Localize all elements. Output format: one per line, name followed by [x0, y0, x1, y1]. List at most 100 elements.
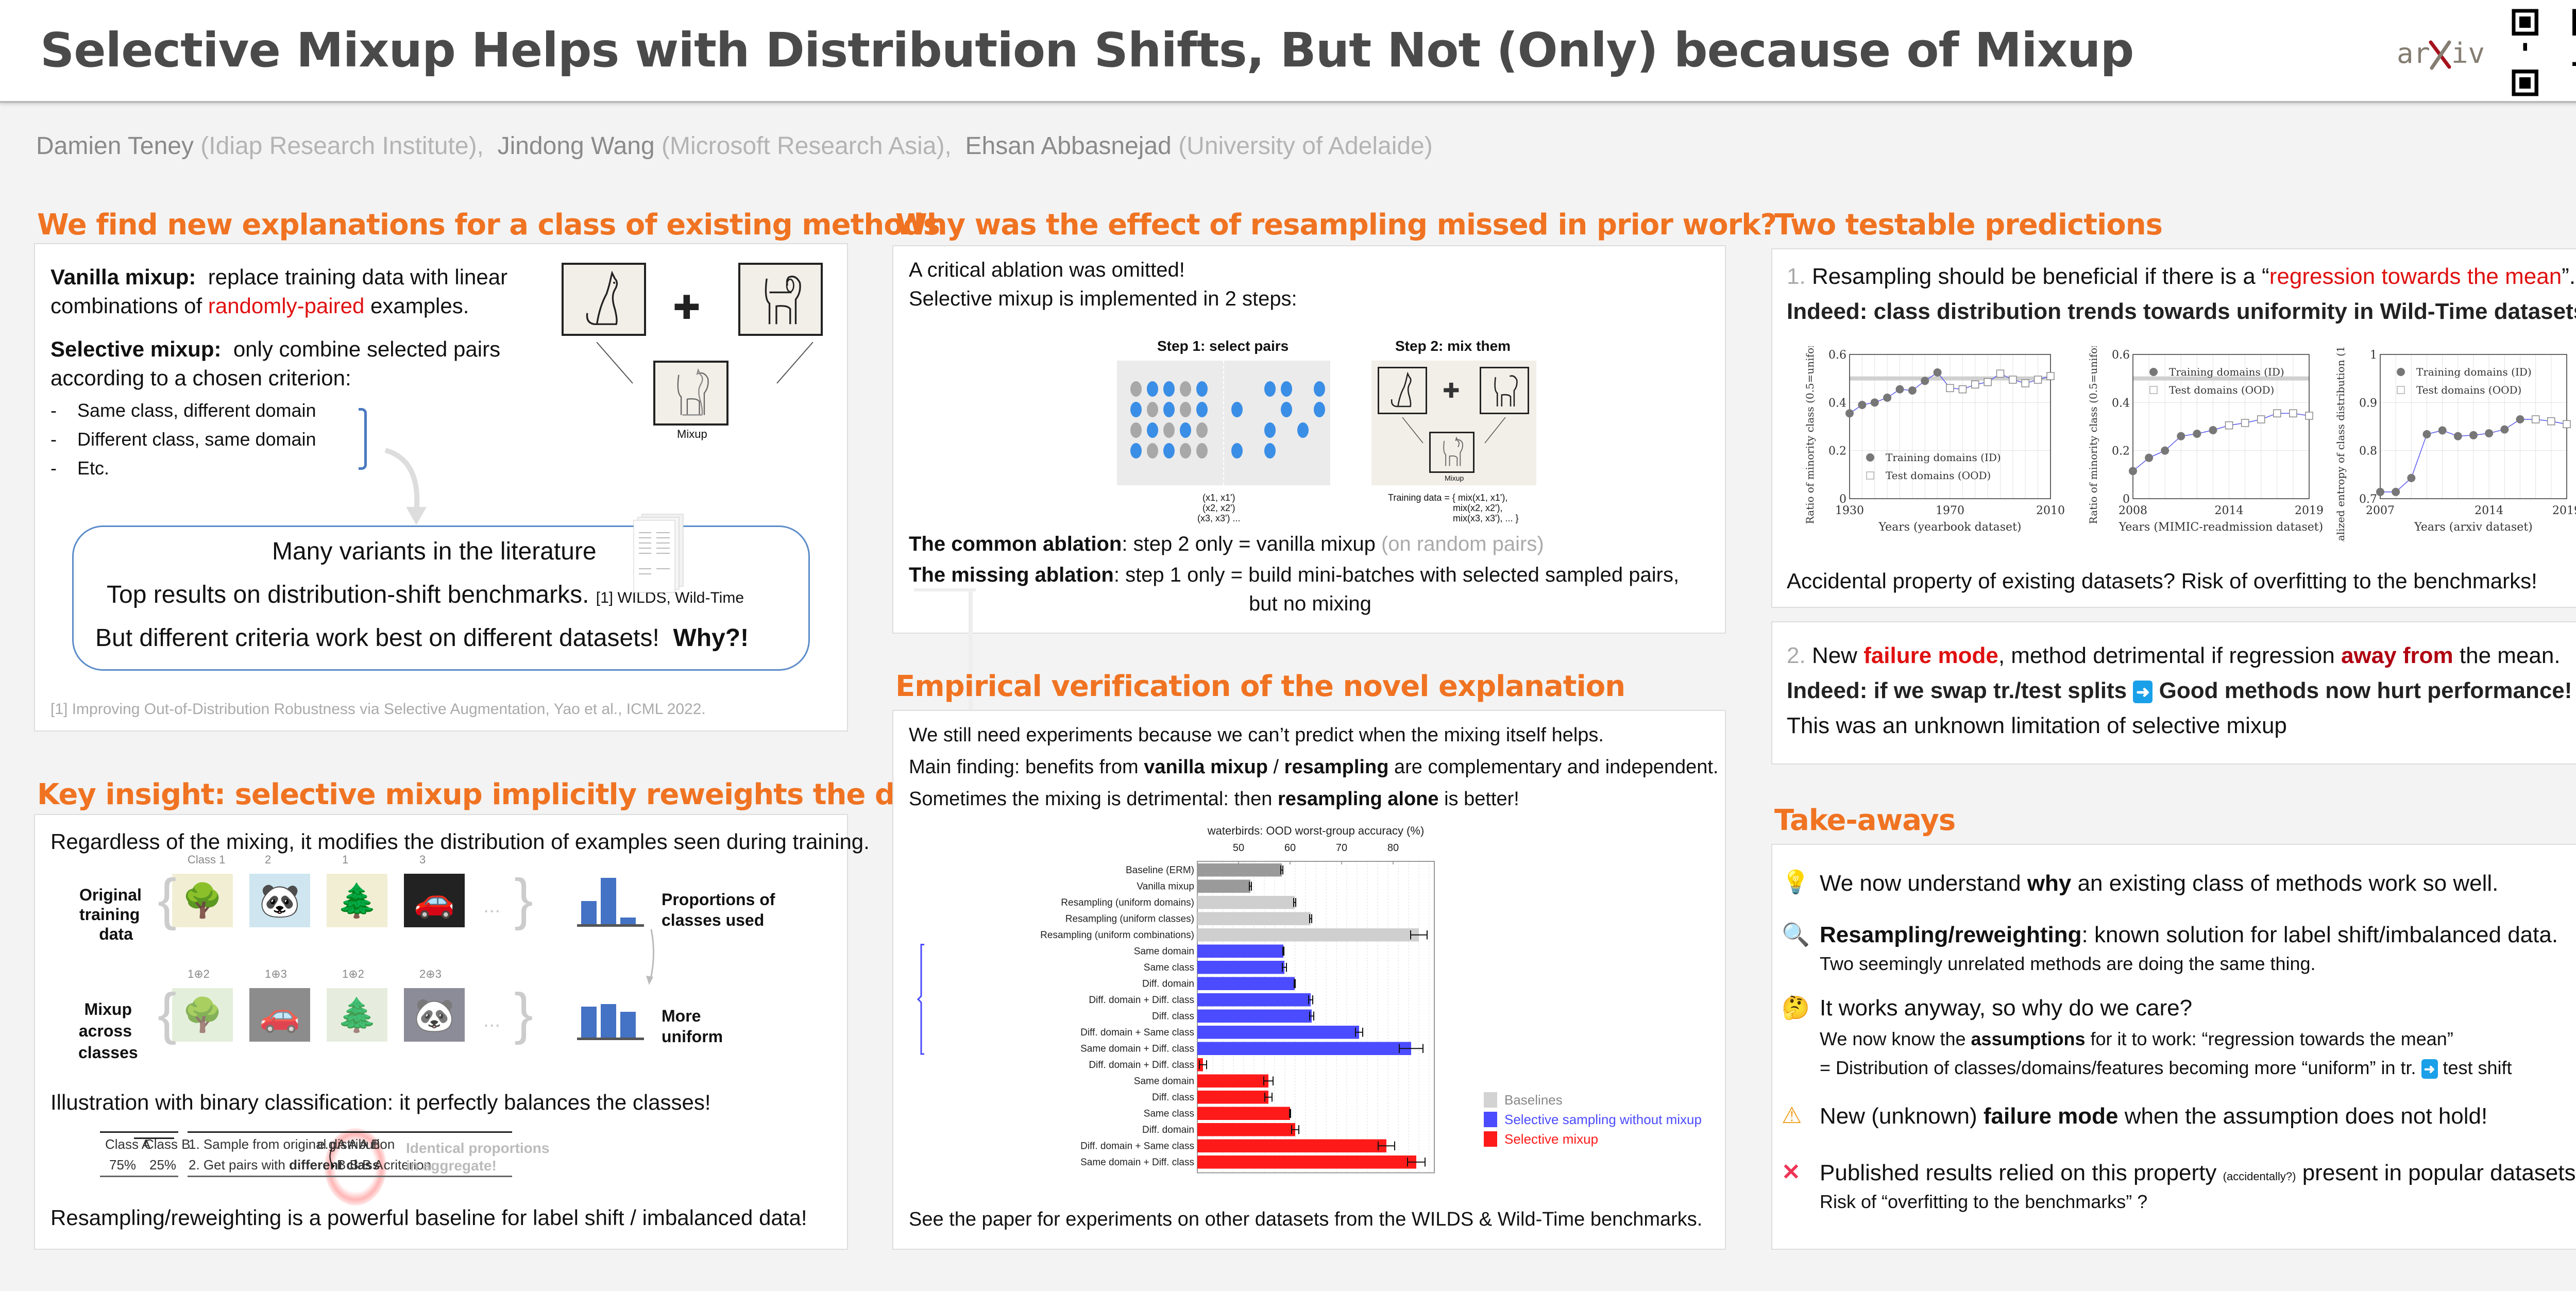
section-title-key-insight: Key insight: selective mixup implicitly … [37, 778, 946, 811]
empirical-footer: See the paper for experiments on other d… [909, 1209, 1703, 1230]
paired-dot [1314, 402, 1325, 417]
training-point [2209, 426, 2217, 434]
paired-dot [1231, 443, 1243, 458]
training-point [1908, 386, 1917, 395]
right-arrow-icon: ➜ [2133, 681, 2153, 704]
sample-dot [1180, 443, 1191, 458]
text-span: resampling alone [1277, 788, 1439, 810]
category-label: Same domain + Diff. class [1080, 1044, 1194, 1055]
x-tick-label: 60 [1284, 842, 1296, 854]
set-brace-close: } [514, 982, 533, 1045]
prediction-2-note: This was an unknown limitation of select… [1787, 713, 2287, 738]
legend-label: Test domains (OOD) [2169, 384, 2274, 396]
y-tick-label: 0.4 [2112, 397, 2130, 410]
category-label: Diff. domain + Diff. class [1089, 1060, 1194, 1071]
training-data-formula: Training data = { mix(x1, x1'), mix(x2, x… [1388, 492, 1518, 523]
text-span: Resampling/reweighting [1820, 922, 2082, 947]
step1-eg: e.g. [317, 1136, 340, 1152]
steps-table-bottom-rule [188, 1176, 512, 1177]
category-label: Diff. domain + Same class [1080, 1141, 1194, 1152]
author-name: Jindong Wang [497, 132, 655, 160]
bar [1197, 863, 1282, 877]
legend-marker [2149, 368, 2158, 376]
category-label: Diff. domain [1142, 979, 1194, 990]
category-label: Vanilla mixup [1137, 881, 1194, 892]
text-span: classes [78, 1043, 138, 1062]
category-label: Same domain [1134, 1076, 1194, 1087]
merge-arrows-icon [596, 342, 814, 384]
text-span: Good methods now hurt performance! [2159, 678, 2572, 703]
text-span: mix(x3, x3'), ... } [1453, 513, 1519, 523]
missing-ablation-cont: but no mixing [1249, 592, 1371, 615]
legend-marker [2397, 368, 2405, 376]
empirical-line2: Main finding: benefits from vanilla mixu… [909, 756, 1719, 778]
criterion-item: - Same class, different domain [50, 400, 316, 421]
training-point [2193, 430, 2201, 438]
text-span: Top results on distribution-shift benchm… [107, 581, 589, 608]
text-span: 2. [1787, 643, 1806, 668]
histogram-bar [620, 918, 636, 924]
class-table-top-rule [100, 1131, 178, 1133]
test-point [2241, 419, 2249, 427]
sample-dot [1196, 422, 1208, 438]
x-tick-label: 1970 [1936, 504, 1964, 517]
paper-stack-icon [633, 514, 684, 593]
key-insight-conclusion: Resampling/reweighting is a powerful bas… [50, 1205, 807, 1230]
sample-dot [1163, 422, 1175, 438]
training-point [2177, 432, 2185, 440]
class-label: 1⊕3 [265, 967, 287, 980]
test-point [1946, 384, 1954, 393]
class-table-bottom-rule [100, 1176, 178, 1177]
x-tick-label: 80 [1387, 842, 1399, 854]
sample-dot [1196, 443, 1208, 458]
legend-marker [1866, 453, 1874, 462]
category-label: Diff. domain [1142, 1125, 1194, 1135]
connector-line [914, 588, 976, 591]
legend-label: Test domains (OOD) [1886, 469, 1991, 482]
legend-label: Baselines [1504, 1092, 1563, 1108]
set-brace-open: { [158, 982, 177, 1045]
histogram-baseline [577, 1038, 644, 1040]
sample-dot-selected [1147, 381, 1158, 397]
x-tick-label: 2019 [2552, 504, 2576, 517]
criterion-item: - Different class, same domain [50, 429, 316, 450]
takeaway-resampling-sub: Two seemingly unrelated methods are doin… [1820, 953, 2316, 974]
category-label: Same class [1144, 1109, 1194, 1119]
bubble-line-why: But different criteria work best on diff… [95, 624, 749, 652]
takeaway-why-care: It works anyway, so why do we care? [1820, 995, 2193, 1021]
why-emphasis: Why?! [673, 624, 749, 652]
y-tick-label: 1 [2370, 349, 2377, 362]
takeaway-overfitting: Risk of “overfitting to the benchmarks” … [1820, 1191, 2148, 1212]
y-tick-label: 0 [1839, 493, 1846, 506]
text-span: regression towards the mean [2269, 264, 2562, 289]
test-point [2257, 415, 2265, 423]
text-span: (x2, x2') [1202, 503, 1235, 513]
text-span: Different class, same domain [77, 429, 316, 450]
text-span: (accidentally?) [2223, 1170, 2296, 1183]
legend-label: Training domains (ID) [2169, 366, 2284, 378]
text-span: classes used [662, 911, 765, 929]
text-span: failure mode [1983, 1103, 2119, 1129]
qr-code-icon[interactable] [2508, 5, 2576, 100]
test-point [2046, 372, 2055, 380]
mixup-thumbnail: 🐼 [404, 988, 465, 1042]
original-thumbnail: 🚗 [404, 874, 465, 927]
dog-icon [765, 276, 801, 325]
plot-frame [1849, 354, 2051, 499]
text-span: across [78, 1022, 132, 1040]
sample-dot-selected [1130, 402, 1142, 417]
selective-mixup-line2: according to a chosen criterion: [50, 366, 351, 390]
identical-proportions-note: Identical proportions in aggregate! [406, 1140, 549, 1175]
test-point [2547, 417, 2555, 426]
takeaway-failure-mode: New (unknown) failure mode when the assu… [1820, 1103, 2487, 1129]
sample-dot-selected [1163, 381, 1175, 397]
text-span: Original [79, 886, 142, 904]
thinking-face-icon: 🤔 [1782, 995, 1810, 1021]
text-span: Published results relied on this propert… [1820, 1160, 2223, 1185]
uniform-caption: More uniform [662, 1006, 723, 1047]
text-span: / [1267, 756, 1284, 778]
arxiv-line-chart: 0.7 0.8 0.9 1 2007 2014 2019 Years (arxiv datas… [2334, 346, 2576, 542]
arxiv-logo-icon[interactable]: ar iv [2396, 31, 2488, 77]
vanilla-mixup-line1: Vanilla mixup: replace training data wit… [50, 265, 507, 290]
mixup-thumbnail: 🚗 [249, 988, 310, 1042]
